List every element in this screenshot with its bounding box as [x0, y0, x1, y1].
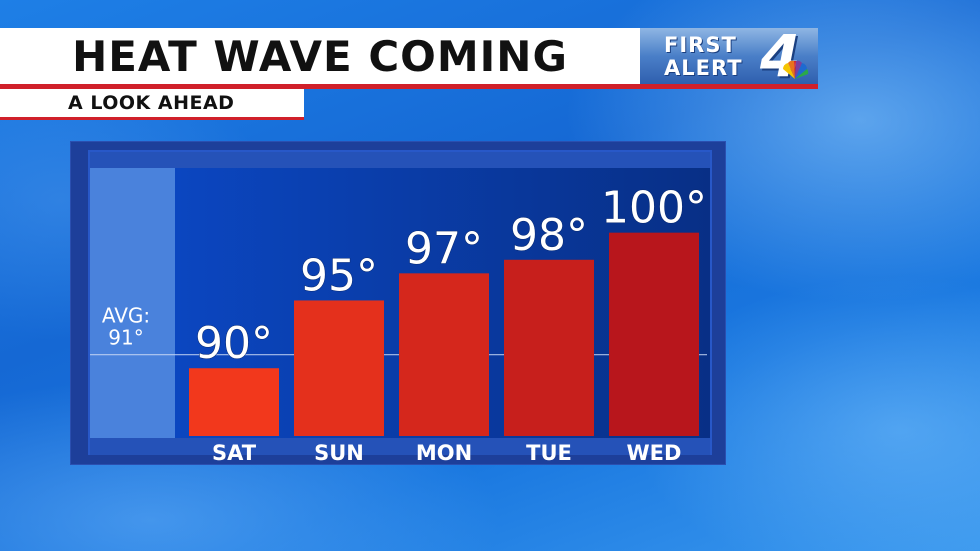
logo-alert-text: ALERT [664, 56, 743, 80]
peacock-icon [782, 60, 809, 79]
first-alert-4-logo: FIRST ALERT 4 [640, 28, 818, 89]
value-label-sat: 90° [195, 318, 273, 369]
category-label-tue: TUE [526, 441, 572, 464]
category-label-mon: MON [416, 441, 472, 464]
title-bar: HEAT WAVE COMING [0, 28, 640, 89]
bar-sat [189, 368, 279, 436]
chart-frame: AVG: 91° 90° SAT 95° SUN 97° MON 98° TUE 100° WED [70, 141, 726, 465]
bar-sun [294, 300, 384, 436]
category-band [90, 438, 710, 455]
avg-label: AVG: [102, 304, 150, 328]
bar-wed [609, 232, 699, 436]
subtitle-bar: A LOOK AHEAD [0, 89, 304, 120]
value-label-sun: 95° [300, 250, 378, 301]
bar-tue [504, 259, 594, 436]
avg-value-label: 91° [108, 326, 143, 350]
category-label-wed: WED [627, 441, 682, 464]
category-label-sun: SUN [314, 441, 364, 464]
logo-first-text: FIRST [664, 33, 737, 57]
page-subtitle: A LOOK AHEAD [68, 92, 235, 114]
plot-top-band [90, 152, 710, 168]
bar-chart: AVG:91° 90° SAT 95° SUN 97° MON 98° TUE 100° WED [88, 150, 712, 464]
value-label-tue: 98° [510, 210, 588, 261]
bar-mon [399, 273, 489, 436]
page-title: HEAT WAVE COMING [72, 32, 568, 81]
avg-panel [90, 168, 175, 438]
value-label-wed: 100° [601, 183, 707, 234]
value-label-mon: 97° [405, 223, 483, 274]
category-label-sat: SAT [212, 441, 257, 464]
